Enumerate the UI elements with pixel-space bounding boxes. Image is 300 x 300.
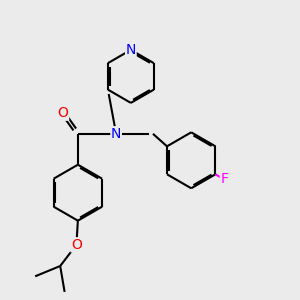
Text: F: F xyxy=(220,172,228,186)
Text: N: N xyxy=(126,43,136,57)
Text: O: O xyxy=(58,106,69,120)
Text: O: O xyxy=(71,238,82,252)
Text: N: N xyxy=(111,127,121,141)
